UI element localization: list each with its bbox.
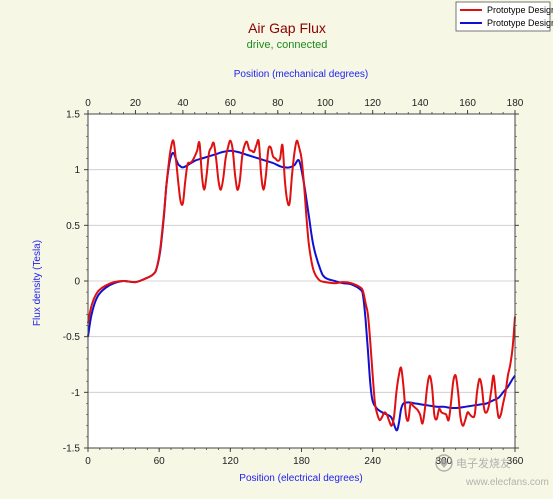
x2-tick-label: 180 — [507, 98, 524, 109]
x-tick-label: 120 — [222, 456, 239, 467]
legend-label-design1: Prototype Design 1 — [487, 18, 553, 28]
x2-tick-label: 120 — [364, 98, 381, 109]
y-tick-label: -1 — [71, 388, 80, 399]
chart-subtitle: drive, connected — [247, 39, 328, 51]
axis-ticks: 0601201802403003600204060801001201401601… — [63, 98, 524, 467]
top-axis-label: Position (mechanical degrees) — [234, 69, 369, 80]
legend: Prototype Design 2 Prototype Design 1 — [455, 1, 553, 32]
y-axis-label: Flux density (Tesla) — [32, 240, 43, 326]
x-tick-label: 360 — [507, 456, 524, 467]
x2-tick-label: 20 — [130, 98, 142, 109]
y-tick-label: 1 — [74, 165, 80, 176]
y-tick-label: 1.5 — [66, 110, 80, 121]
x2-tick-label: 80 — [272, 98, 284, 109]
chart-title: Air Gap Flux — [248, 20, 326, 36]
x2-tick-label: 40 — [177, 98, 189, 109]
y-tick-label: -0.5 — [63, 332, 81, 343]
watermark-url: www.elecfans.com — [465, 477, 549, 488]
series-line-design2 — [87, 138, 516, 427]
y-tick-label: 0.5 — [66, 221, 80, 232]
elecfans-logo-icon — [435, 454, 453, 472]
x-tick-label: 60 — [154, 456, 166, 467]
legend-label-design2: Prototype Design 2 — [487, 5, 553, 15]
bottom-axis-label: Position (electrical degrees) — [239, 473, 362, 484]
legend-box — [455, 1, 551, 32]
x2-tick-label: 0 — [85, 98, 91, 109]
x-tick-label: 180 — [293, 456, 310, 467]
watermark: 电子发烧友 www.elecfans.com — [435, 454, 549, 488]
y-tick-label: -1.5 — [63, 444, 81, 455]
y-tick-label: 0 — [74, 277, 80, 288]
series-layer — [87, 138, 516, 432]
watermark-text: 电子发烧友 — [456, 456, 511, 470]
x-tick-label: 240 — [364, 456, 381, 467]
x2-tick-label: 60 — [225, 98, 237, 109]
x2-tick-label: 100 — [317, 98, 334, 109]
x2-tick-label: 140 — [412, 98, 429, 109]
x-tick-label: 0 — [85, 456, 91, 467]
x2-tick-label: 160 — [459, 98, 476, 109]
grid — [88, 169, 515, 393]
